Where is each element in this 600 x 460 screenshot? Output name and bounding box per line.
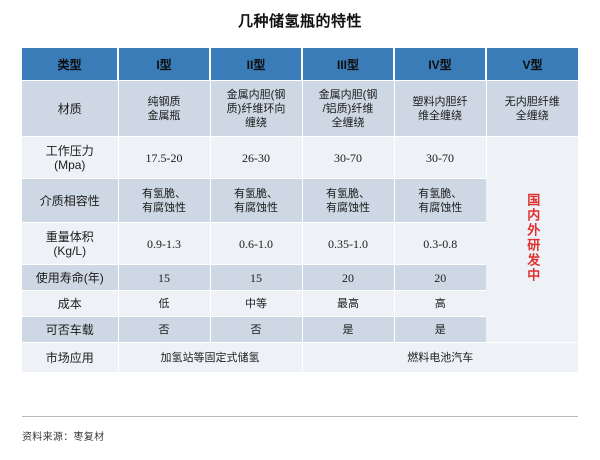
- row-label-material: 材质: [22, 80, 119, 137]
- column-header-type-4: IV型: [394, 48, 487, 81]
- row-label-media-compatibility: 介质相容性: [22, 178, 119, 223]
- source-note: 资料来源：枣复材: [22, 432, 105, 443]
- table-row: 材质 纯钢质 金属瓶 金属内胆(钢 质)纤维环向 缠绕 金属内胆(钢/铝质)纤维 全缠绕…: [22, 80, 578, 137]
- cell-pressure-type3: 30-70: [302, 136, 395, 179]
- cell-pressure-type2: 26-30: [210, 136, 303, 179]
- cell-market-fcev: 燃料电池汽车: [302, 342, 578, 373]
- spec-table-container: 类型 I型 II型 III型 IV型 V型 材质 纯钢质 金属瓶 金属内胆(钢 质)…: [22, 48, 578, 373]
- footer-divider: [22, 416, 578, 417]
- page-title: 几种储氢瓶的特性: [237, 13, 362, 30]
- cell-vehicle-type4: 是: [394, 316, 486, 343]
- cell-weightvol-type4: 0.3-0.8: [394, 222, 486, 265]
- cell-weightvol-type1: 0.9-1.3: [118, 222, 211, 265]
- cell-pressure-type1: 17.5-20: [118, 136, 211, 179]
- cell-type5-development-note: 国内外研发中: [486, 136, 578, 343]
- cell-life-type2: 15: [210, 264, 303, 291]
- vertical-note-text: 国内外研发中: [525, 192, 541, 283]
- column-header-type: 类型: [22, 48, 119, 81]
- cell-life-type4: 20: [394, 264, 486, 291]
- cell-market-stationary: 加氢站等固定式储氢: [118, 342, 303, 373]
- cell-weightvol-type2: 0.6-1.0: [210, 222, 303, 265]
- cell-life-type3: 20: [302, 264, 395, 291]
- table-row: 使用寿命(年) 15 15 20 20: [22, 264, 578, 291]
- cell-cost-type4: 高: [394, 290, 486, 317]
- column-header-type-3: III型: [302, 48, 395, 81]
- cell-compat-type1: 有氢脆、 有腐蚀性: [118, 178, 211, 223]
- column-header-type-1: I型: [118, 48, 211, 81]
- cell-weightvol-type3: 0.35-1.0: [302, 222, 395, 265]
- cell-compat-type3: 有氢脆、 有腐蚀性: [302, 178, 395, 223]
- cell-material-type3: 金属内胆(钢/铝质)纤维 全缠绕: [302, 80, 395, 137]
- cell-material-type5: 无内胆纤维 全缠绕: [486, 80, 578, 137]
- cell-vehicle-type1: 否: [118, 316, 211, 343]
- row-label-cost: 成本: [22, 290, 119, 317]
- cell-cost-type1: 低: [118, 290, 211, 317]
- column-header-type-2: II型: [210, 48, 303, 81]
- cell-material-type2: 金属内胆(钢 质)纤维环向 缠绕: [210, 80, 303, 137]
- cell-cost-type3: 最高: [302, 290, 395, 317]
- cell-vehicle-type3: 是: [302, 316, 395, 343]
- table-row: 工作压力 (Mpa) 17.5-20 26-30 30-70 30-70 国内外研…: [22, 136, 578, 343]
- cell-cost-type2: 中等: [210, 290, 303, 317]
- row-label-market-application: 市场应用: [22, 342, 119, 373]
- cell-material-type4: 塑料内胆纤 维全缠绕: [394, 80, 487, 137]
- table-header-row: 类型 I型 II型 III型 IV型 V型: [22, 48, 578, 81]
- row-label-weight-volume: 重量体积 (Kg/L): [22, 222, 119, 265]
- table-row: 重量体积 (Kg/L) 0.9-1.3 0.6-1.0 0.35-1.0 0.3-…: [22, 222, 578, 265]
- cell-compat-type2: 有氢脆、 有腐蚀性: [210, 178, 303, 223]
- row-label-vehicle-mountable: 可否车载: [22, 316, 119, 343]
- row-label-service-life: 使用寿命(年): [22, 264, 119, 291]
- row-label-working-pressure: 工作压力 (Mpa): [22, 136, 119, 179]
- column-header-type-5: V型: [486, 48, 578, 81]
- cell-vehicle-type2: 否: [210, 316, 303, 343]
- cell-material-type1: 纯钢质 金属瓶: [118, 80, 211, 137]
- table-row: 成本 低 中等 最高 高: [22, 290, 578, 317]
- cell-pressure-type4: 30-70: [394, 136, 487, 179]
- table-row: 可否车载 否 否 是 是: [22, 316, 578, 343]
- hydrogen-cylinder-spec-table: 类型 I型 II型 III型 IV型 V型 材质 纯钢质 金属瓶 金属内胆(钢 质)…: [22, 48, 578, 373]
- table-row: 介质相容性 有氢脆、 有腐蚀性 有氢脆、 有腐蚀性 有氢脆、 有腐蚀性 有氢脆、 有腐蚀…: [22, 178, 578, 223]
- table-row: 市场应用 加氢站等固定式储氢 燃料电池汽车: [22, 342, 578, 373]
- cell-life-type1: 15: [118, 264, 211, 291]
- cell-compat-type4: 有氢脆、 有腐蚀性: [394, 178, 486, 223]
